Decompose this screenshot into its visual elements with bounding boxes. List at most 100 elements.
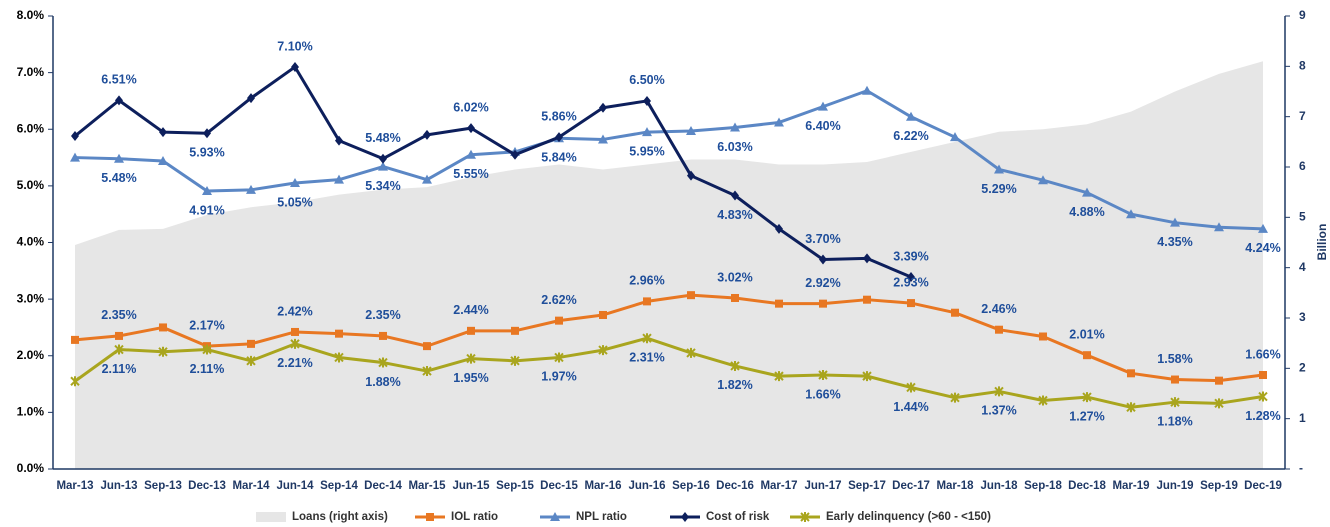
legend-marker (681, 512, 689, 522)
marker (1082, 392, 1092, 403)
marker (907, 299, 915, 308)
x-tick-label: Sep-19 (1200, 480, 1238, 492)
y-tick-label: 6.0% (17, 121, 45, 135)
data-label: 2.11% (190, 362, 225, 376)
data-label: 2.35% (365, 308, 400, 322)
data-label: 6.51% (101, 73, 136, 87)
marker (335, 135, 343, 146)
marker (774, 371, 784, 382)
marker (906, 111, 916, 121)
data-label: 1.82% (717, 378, 752, 392)
data-label: 5.95% (629, 144, 664, 158)
marker (158, 155, 168, 165)
x-tick-label: Jun-16 (628, 480, 665, 492)
data-label: 2.21% (277, 356, 312, 370)
marker (291, 327, 299, 336)
data-label: 4.88% (1069, 205, 1104, 219)
marker (1170, 397, 1180, 408)
data-label: 2.46% (981, 302, 1016, 316)
marker (1214, 222, 1224, 232)
data-label: 1.18% (1157, 414, 1192, 428)
data-label: 1.44% (893, 400, 928, 414)
line (74, 89, 1264, 231)
marker (1258, 391, 1268, 402)
marker (1171, 375, 1179, 384)
y-tick-label: 0.0% (17, 461, 45, 475)
marker (819, 299, 827, 308)
marker (775, 299, 783, 308)
y-tick-label: 7.0% (17, 65, 45, 79)
x-tick-label: Jun-18 (980, 480, 1018, 492)
marker (422, 366, 432, 377)
data-label: 2.42% (277, 304, 312, 318)
x-tick-label: Mar-17 (760, 480, 797, 492)
marker (159, 323, 167, 332)
marker (731, 293, 739, 302)
legend-label: NPL ratio (576, 511, 627, 523)
marker (598, 134, 608, 144)
marker (378, 357, 388, 368)
marker (907, 272, 915, 283)
data-label: 1.28% (1245, 409, 1280, 423)
line (74, 293, 1264, 383)
marker (687, 170, 695, 181)
x-tick-label: Sep-18 (1024, 480, 1062, 492)
x-tick-label: Dec-14 (364, 480, 402, 492)
data-label: 3.02% (717, 270, 752, 284)
marker (643, 95, 651, 106)
y2-tick-label: 5 (1299, 210, 1306, 224)
line (74, 65, 912, 279)
x-tick-label: Dec-17 (892, 480, 930, 492)
x-tick-label: Dec-15 (540, 480, 578, 492)
marker (862, 85, 872, 95)
x-tick-label: Dec-16 (716, 480, 754, 492)
data-label: 6.40% (805, 119, 840, 133)
marker (422, 174, 432, 184)
marker (158, 346, 168, 357)
data-label: 2.93% (893, 275, 928, 289)
marker (555, 132, 563, 143)
marker (290, 338, 300, 349)
y-tick-label: 2.0% (17, 348, 45, 362)
marker (643, 297, 651, 306)
y2-tick-label: 4 (1299, 260, 1306, 274)
x-tick-label: Jun-17 (804, 480, 841, 492)
marker (114, 153, 124, 163)
x-tick-label: Sep-16 (672, 480, 710, 492)
y-tick-label: 8.0% (17, 8, 45, 22)
marker (598, 345, 608, 356)
data-label: 4.83% (717, 208, 752, 222)
marker (1082, 187, 1092, 197)
data-label: 4.91% (189, 203, 224, 217)
x-tick-label: Dec-18 (1068, 480, 1106, 492)
marker (334, 174, 344, 184)
marker (202, 185, 212, 195)
marker (378, 161, 388, 171)
marker (115, 331, 123, 340)
marker (818, 370, 828, 381)
marker (335, 329, 343, 338)
y2-tick-label: 6 (1299, 159, 1306, 173)
marker (862, 371, 872, 382)
marker (686, 347, 696, 358)
marker (995, 325, 1003, 334)
x-tick-label: Mar-13 (56, 480, 93, 492)
marker (1038, 395, 1048, 406)
marker (1127, 369, 1135, 378)
area (75, 61, 1263, 470)
x-tick-label: Jun-15 (452, 480, 490, 492)
data-label: 5.84% (541, 151, 576, 165)
data-label: 1.95% (453, 371, 488, 385)
marker (510, 355, 520, 366)
marker (246, 355, 256, 366)
data-label: 1.27% (1069, 409, 1104, 423)
y2-axis-label: Billion (1315, 224, 1329, 261)
y-tick-label: 1.0% (17, 405, 45, 419)
y-tick-label: 3.0% (17, 291, 45, 305)
marker (203, 128, 211, 139)
legend-marker (426, 513, 434, 521)
data-label: 2.17% (189, 318, 224, 332)
marker (290, 178, 300, 188)
marker (71, 131, 79, 142)
